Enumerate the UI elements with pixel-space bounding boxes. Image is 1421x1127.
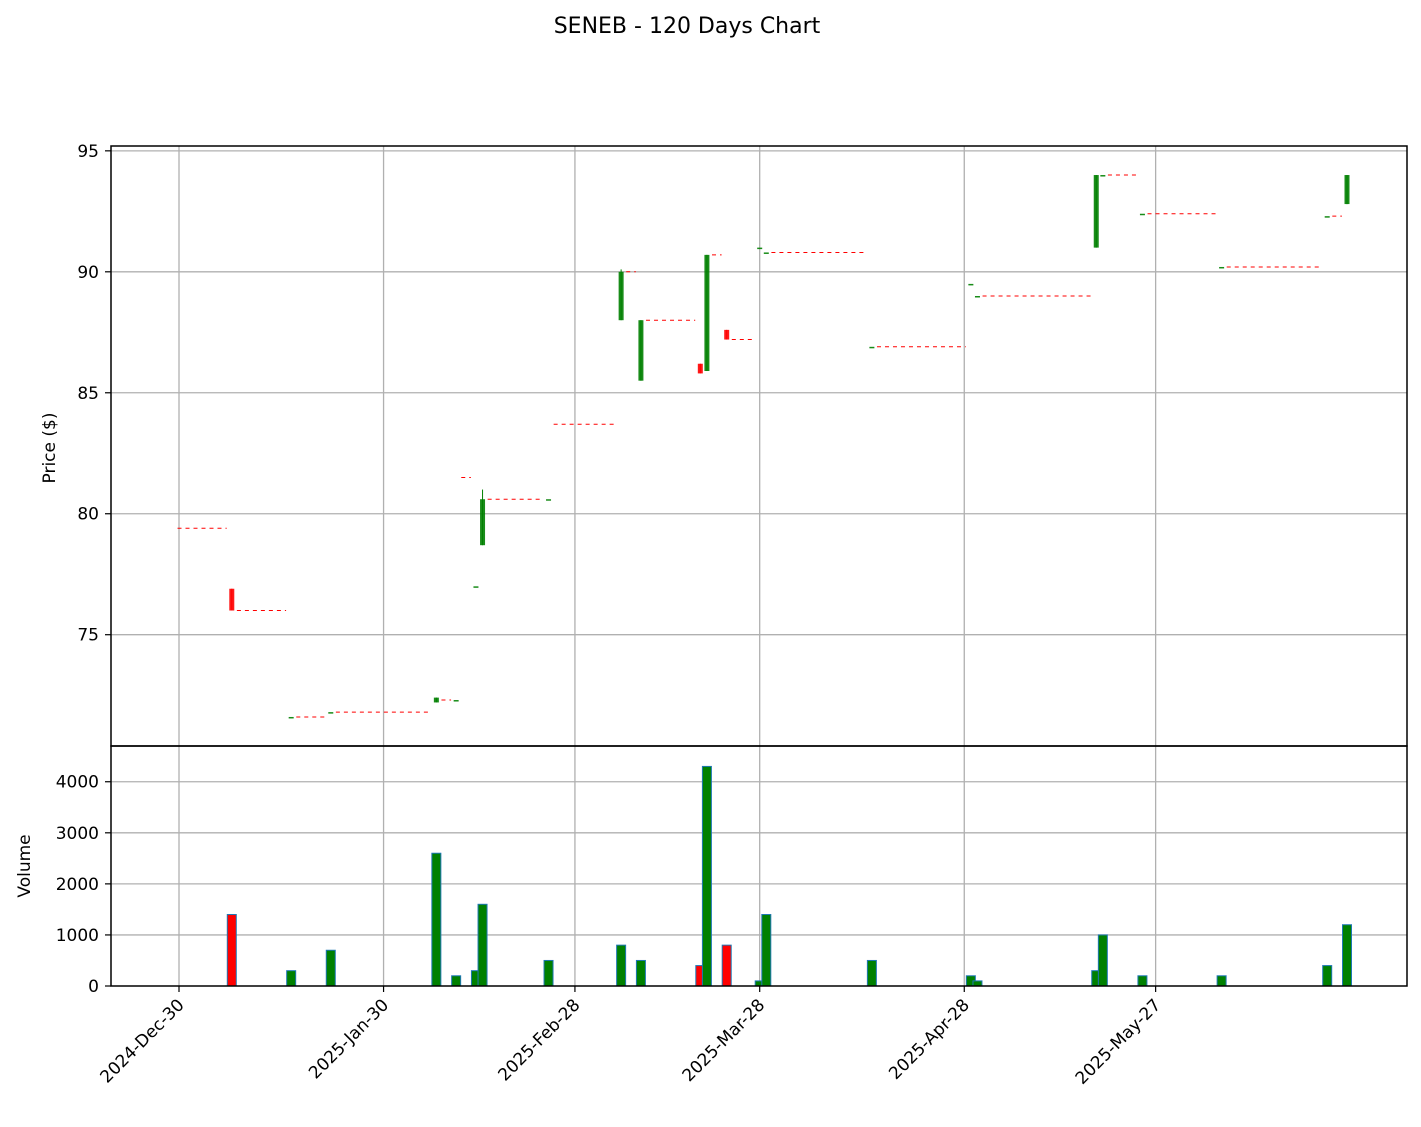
x-tick-label: 2025-Feb-28 (494, 995, 584, 1085)
volume-bar (616, 944, 627, 987)
price-y-tick-label: 95 (77, 142, 99, 162)
candle-body (697, 363, 703, 374)
candle-body (328, 712, 334, 714)
price-y-tick-label: 90 (77, 263, 99, 283)
candle-body (974, 296, 980, 298)
volume-bar (477, 903, 488, 987)
volume-axis-label: Volume (15, 834, 35, 897)
x-tick-label: 2024-Dec-30 (97, 995, 189, 1087)
price-axis-label: Price ($) (40, 413, 60, 484)
candle-body (1139, 213, 1145, 216)
volume-y-tick-label: 0 (88, 977, 99, 997)
candle-body (704, 254, 710, 371)
candle-body (288, 716, 294, 719)
candle-body (968, 283, 974, 286)
volume-y-tick-label: 1000 (56, 926, 99, 946)
candle-body (1324, 216, 1330, 218)
volume-bar (226, 914, 237, 987)
volume-bar (972, 980, 983, 987)
candle-body (618, 271, 624, 321)
volume-bar (286, 970, 297, 987)
volume-bar (1097, 934, 1108, 987)
volume-bar (325, 949, 336, 987)
volume-bar (451, 975, 462, 987)
candle-body (473, 586, 479, 588)
volume-panel-frame (110, 745, 1408, 987)
price-panel (111, 146, 1407, 746)
volume-bar (1137, 975, 1148, 987)
price-panel-frame (110, 145, 1408, 747)
volume-bar (543, 959, 554, 987)
volume-bar (1322, 965, 1333, 987)
candle-body (763, 252, 769, 254)
chart-title: SENEB - 120 Days Chart (554, 14, 821, 39)
candle-body (480, 499, 486, 546)
candle-body (453, 700, 459, 702)
volume-bar (431, 852, 442, 987)
volume-panel (111, 746, 1407, 987)
candle-body (1219, 266, 1225, 269)
volume-bar (1216, 975, 1227, 987)
candle-body (229, 588, 235, 611)
volume-bar (635, 959, 646, 987)
volume-y-tick-label: 2000 (56, 875, 99, 895)
candle-body (638, 320, 644, 381)
volume-bar (1342, 924, 1352, 987)
x-tick-label: 2025-May-27 (1072, 995, 1165, 1088)
price-y-tick-label: 85 (77, 384, 99, 404)
price-y-tick-label: 80 (77, 505, 99, 525)
x-tick-label: 2025-Jan-30 (305, 995, 393, 1083)
x-tick-label: 2025-Apr-28 (885, 995, 973, 1083)
candle-body (1093, 175, 1099, 248)
candle-body (869, 346, 875, 349)
price-y-tick-label: 75 (77, 626, 99, 646)
volume-bar (761, 914, 772, 987)
candle-body (724, 329, 730, 340)
candle-body (757, 247, 763, 250)
candle-body (1344, 175, 1350, 205)
candle-body (1100, 175, 1106, 177)
volume-y-tick-label: 3000 (56, 824, 99, 844)
volume-bar (701, 765, 712, 987)
volume-y-tick-label: 4000 (56, 773, 99, 793)
candle-body (546, 499, 552, 501)
candle-body (433, 697, 439, 703)
volume-bar (866, 959, 877, 987)
volume-bar (721, 944, 732, 987)
x-tick-label: 2025-Mar-28 (679, 995, 770, 1086)
